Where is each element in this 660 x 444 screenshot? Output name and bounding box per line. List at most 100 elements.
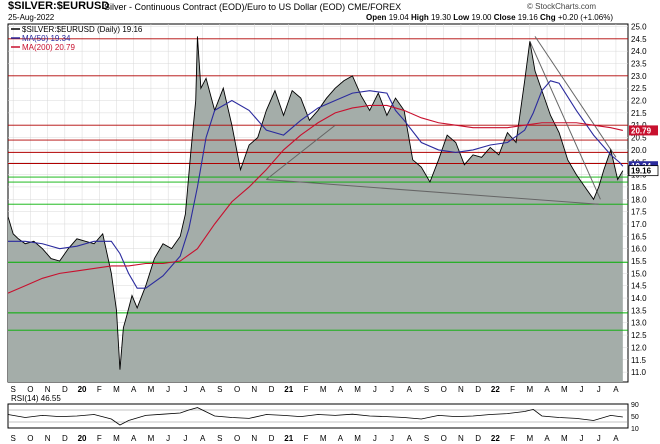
rsi-x-tick-label: M bbox=[354, 434, 361, 443]
chg-value: +0.20 (+1.06%) bbox=[557, 13, 613, 22]
x-tick-label: J bbox=[390, 385, 394, 394]
rsi-x-tick-label: M bbox=[113, 434, 120, 443]
price-tag-label: 19.16 bbox=[631, 167, 652, 176]
rsi-x-tick-label: A bbox=[338, 434, 344, 443]
open-value: 19.04 bbox=[388, 13, 409, 22]
y-tick-label: 11.0 bbox=[631, 368, 647, 377]
trendline bbox=[534, 36, 617, 158]
ma50-line bbox=[8, 80, 624, 289]
y-tick-label: 13.0 bbox=[631, 319, 647, 328]
rsi-x-tick-label: O bbox=[441, 434, 447, 443]
x-tick-label: A bbox=[544, 385, 550, 394]
y-tick-label: 13.5 bbox=[631, 306, 647, 315]
y-tick-label: 11.5 bbox=[631, 356, 647, 365]
rsi-x-tick-label: N bbox=[251, 434, 257, 443]
legend-label: MA(200) 20.79 bbox=[22, 43, 75, 52]
ohlc-readout: Open 19.04 High 19.30 Low 19.00 Close 19… bbox=[366, 13, 613, 22]
high-value: 19.30 bbox=[430, 13, 451, 22]
x-tick-label: A bbox=[131, 385, 137, 394]
x-tick-label: N bbox=[458, 385, 464, 394]
rsi-frame bbox=[7, 403, 629, 429]
y-tick-label: 20.0 bbox=[631, 146, 647, 155]
x-tick-label: N bbox=[45, 385, 51, 394]
rsi-x-tick-label: A bbox=[544, 434, 550, 443]
price-area-fill bbox=[8, 36, 623, 383]
x-tick-label: O bbox=[27, 385, 33, 394]
y-tick-label: 15.5 bbox=[631, 257, 647, 266]
legend-label: $SILVER:$EURUSD (Daily) 19.16 bbox=[22, 25, 143, 34]
rsi-x-tick-label: M bbox=[320, 434, 327, 443]
x-tick-label: S bbox=[10, 385, 15, 394]
x-tick-label: 20 bbox=[78, 385, 87, 394]
y-tick-label: 18.5 bbox=[631, 183, 647, 192]
rsi-x-tick-label: F bbox=[303, 434, 308, 443]
rsi-x-tick-label: J bbox=[390, 434, 394, 443]
rsi-x-tick-label: S bbox=[424, 434, 429, 443]
ma200-line bbox=[7, 104, 623, 294]
y-tick-label: 12.5 bbox=[631, 331, 647, 340]
x-tick-label: M bbox=[526, 385, 533, 394]
y-tick-label: 16.0 bbox=[631, 245, 647, 254]
x-tick-label: 21 bbox=[284, 385, 293, 394]
open-label: Open bbox=[366, 13, 387, 22]
y-tick-label: 20.5 bbox=[631, 134, 647, 143]
x-tick-label: D bbox=[62, 385, 68, 394]
rsi-x-tick-label: J bbox=[597, 434, 601, 443]
rsi-x-tick-label: M bbox=[561, 434, 568, 443]
rsi-x-tick-label: M bbox=[148, 434, 155, 443]
trendline bbox=[266, 124, 336, 180]
y-tick-label: 22.0 bbox=[631, 97, 647, 106]
y-tick-label: 23.0 bbox=[631, 72, 647, 81]
x-tick-label: J bbox=[166, 385, 170, 394]
rsi-plot-area: 10 50 90 RSI(14) 46.55 bbox=[7, 394, 639, 433]
x-tick-label: F bbox=[97, 385, 102, 394]
rsi-x-tick-label: 21 bbox=[284, 434, 293, 443]
x-tick-label: A bbox=[407, 385, 413, 394]
x-tick-label: S bbox=[217, 385, 222, 394]
rsi-x-tick-label: J bbox=[580, 434, 584, 443]
rsi-x-tick-label: S bbox=[10, 434, 15, 443]
y-tick-label: 24.0 bbox=[631, 47, 647, 56]
x-tick-label: N bbox=[251, 385, 257, 394]
price-tag-box bbox=[628, 165, 659, 177]
chart-symbol: $SILVER:$EURUSD bbox=[8, 0, 110, 12]
rsi-x-tick-label: 20 bbox=[78, 434, 87, 443]
x-tick-label: A bbox=[613, 385, 619, 394]
x-tick-label: M bbox=[113, 385, 120, 394]
y-tick-label: 21.5 bbox=[631, 109, 647, 118]
rsi-x-tick-label: D bbox=[475, 434, 481, 443]
rsi-x-tick-label: S bbox=[217, 434, 222, 443]
legend-label: MA(50) 19.34 bbox=[22, 34, 71, 43]
rsi-x-tick-label: J bbox=[166, 434, 170, 443]
y-tick-label: 23.5 bbox=[631, 60, 647, 69]
rsi-label: RSI(14) 46.55 bbox=[11, 394, 61, 403]
x-tick-label: D bbox=[475, 385, 481, 394]
y-tick-label: 15.0 bbox=[631, 269, 647, 278]
x-tick-label: J bbox=[373, 385, 377, 394]
x-tick-label: 22 bbox=[491, 385, 500, 394]
rsi-x-tick-label: A bbox=[200, 434, 206, 443]
rsi-x-tick-label: O bbox=[27, 434, 33, 443]
y-tick-label: 22.5 bbox=[631, 84, 647, 93]
rsi-tick-label: 10 bbox=[631, 426, 639, 433]
rsi-x-tick-label: N bbox=[458, 434, 464, 443]
y-tick-label: 25.0 bbox=[631, 22, 647, 31]
low-label: Low bbox=[453, 13, 470, 22]
x-tick-label: M bbox=[320, 385, 327, 394]
rsi-tick-label: 90 bbox=[631, 402, 639, 409]
price-plot-area: 11.0 11.5 12.0 12.5 13.0 13.5 14.0 14.5 15.0 15.5… bbox=[7, 22, 659, 443]
rsi-x-tick-label: A bbox=[613, 434, 619, 443]
rsi-x-tick-label: M bbox=[526, 434, 533, 443]
close-label: Close bbox=[493, 13, 516, 22]
x-tick-label: S bbox=[424, 385, 429, 394]
rsi-x-tick-label: D bbox=[269, 434, 275, 443]
x-tick-label: O bbox=[234, 385, 240, 394]
copyright-label: © StockCharts.com bbox=[527, 2, 597, 11]
x-tick-label: D bbox=[269, 385, 275, 394]
rsi-x-tick-label: A bbox=[407, 434, 413, 443]
x-tick-label: A bbox=[338, 385, 344, 394]
x-tick-label: F bbox=[303, 385, 308, 394]
rsi-x-tick-label: A bbox=[131, 434, 137, 443]
rsi-x-tick-label: 22 bbox=[491, 434, 500, 443]
